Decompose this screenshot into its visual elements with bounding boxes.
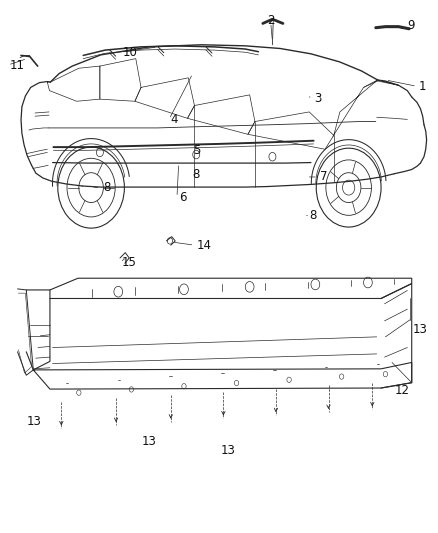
Text: 13: 13 bbox=[220, 444, 235, 457]
Text: 8: 8 bbox=[309, 209, 317, 222]
Text: 4: 4 bbox=[171, 113, 178, 126]
Text: 2: 2 bbox=[267, 14, 275, 27]
Text: 9: 9 bbox=[407, 19, 415, 32]
Text: 13: 13 bbox=[413, 323, 427, 336]
Text: 15: 15 bbox=[122, 256, 137, 269]
Text: 7: 7 bbox=[320, 171, 327, 183]
Text: 3: 3 bbox=[314, 92, 322, 104]
Text: 13: 13 bbox=[26, 415, 41, 427]
Text: 8: 8 bbox=[103, 181, 110, 194]
Text: 11: 11 bbox=[10, 59, 25, 71]
Text: 12: 12 bbox=[394, 384, 409, 397]
Text: 13: 13 bbox=[141, 435, 156, 448]
Text: 10: 10 bbox=[123, 46, 138, 59]
Text: 14: 14 bbox=[196, 239, 211, 252]
Text: 1: 1 bbox=[418, 80, 426, 93]
Text: 5: 5 bbox=[193, 144, 200, 157]
Text: 6: 6 bbox=[179, 191, 186, 204]
Text: 8: 8 bbox=[193, 168, 200, 181]
